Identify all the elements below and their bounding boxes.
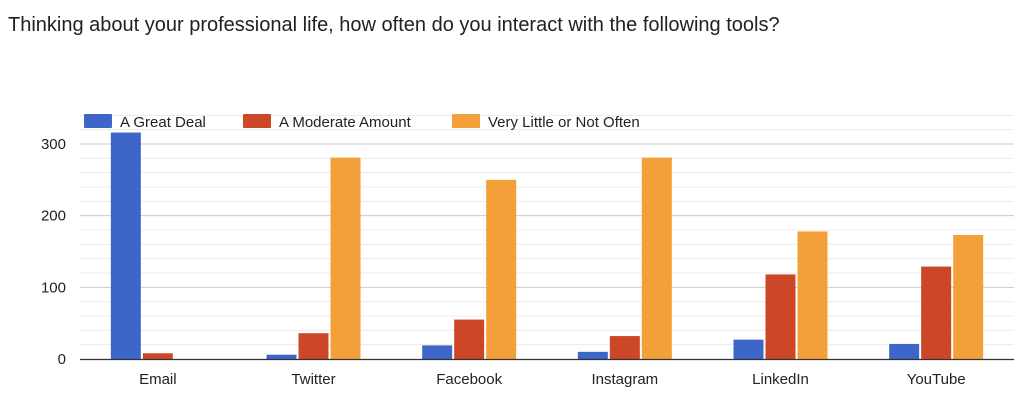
y-tick-label: 100 <box>41 279 66 296</box>
bar-youtube-series-2 <box>921 266 952 359</box>
bar-twitter-series-2 <box>298 333 329 359</box>
bar-instagram-series-2 <box>609 336 640 359</box>
x-tick-label: Instagram <box>591 371 658 388</box>
bar-youtube-series-1 <box>889 343 920 359</box>
bar-linkedin-series-1 <box>733 339 764 359</box>
bar-facebook-series-3 <box>486 179 517 359</box>
bar-twitter-series-3 <box>330 157 361 359</box>
legend-swatch-3 <box>452 114 480 128</box>
bar-facebook-series-2 <box>454 319 485 359</box>
legend-label-2: A Moderate Amount <box>279 114 412 131</box>
bar-instagram-series-3 <box>641 157 672 359</box>
x-tick-label: YouTube <box>907 371 966 388</box>
legend-label-1: A Great Deal <box>120 114 206 131</box>
x-tick-label: Facebook <box>436 371 502 388</box>
chart-title: Thinking about your professional life, h… <box>8 14 780 36</box>
bar-youtube-series-3 <box>953 235 984 359</box>
y-tick-label: 300 <box>41 136 66 153</box>
x-tick-label: Twitter <box>291 371 335 388</box>
x-tick-label: Email <box>139 371 177 388</box>
bar-facebook-series-1 <box>422 345 453 359</box>
y-tick-label: 200 <box>41 208 66 225</box>
x-tick-label: LinkedIn <box>752 371 809 388</box>
y-tick-label: 0 <box>58 351 66 368</box>
bar-twitter-series-1 <box>266 354 297 359</box>
bar-linkedin-series-3 <box>797 231 828 359</box>
bar-email-series-1 <box>110 132 141 359</box>
legend-label-3: Very Little or Not Often <box>488 114 640 131</box>
bar-instagram-series-1 <box>577 351 608 359</box>
bar-email-series-2 <box>142 353 173 359</box>
legend-swatch-2 <box>243 114 271 128</box>
legend-swatch-1 <box>84 114 112 128</box>
bar-linkedin-series-2 <box>765 274 796 359</box>
